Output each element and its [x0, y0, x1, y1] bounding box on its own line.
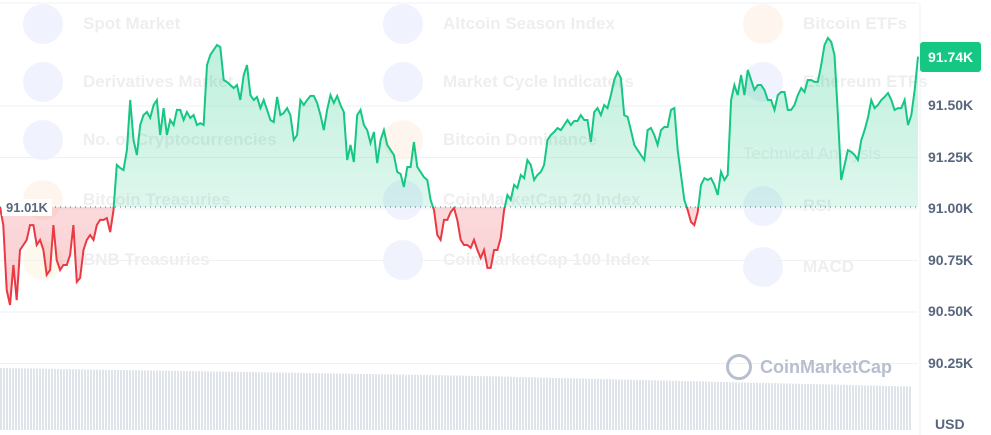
y-tick-label: 90.50K [928, 303, 974, 319]
price-line-above [0, 36, 919, 207]
y-tick-label: 91.00K [928, 200, 974, 216]
y-tick-label: 90.25K [928, 354, 974, 371]
area-above-baseline [0, 38, 918, 207]
y-tick-label: 91.50K [928, 97, 974, 113]
y-tick-label: 90.75K [928, 251, 974, 268]
y-tick-label: 91.25K [928, 148, 974, 165]
currency-unit: USD [935, 416, 965, 432]
price-line-below [0, 206, 700, 306]
area-below-baseline [0, 206, 699, 305]
baseline-label: 91.01K [2, 198, 52, 216]
coinmarketcap-logo-icon [726, 354, 752, 380]
current-price-tag: 91.74K [920, 41, 982, 72]
watermark: CoinMarketCap [726, 354, 892, 380]
watermark-text: CoinMarketCap [760, 356, 893, 377]
